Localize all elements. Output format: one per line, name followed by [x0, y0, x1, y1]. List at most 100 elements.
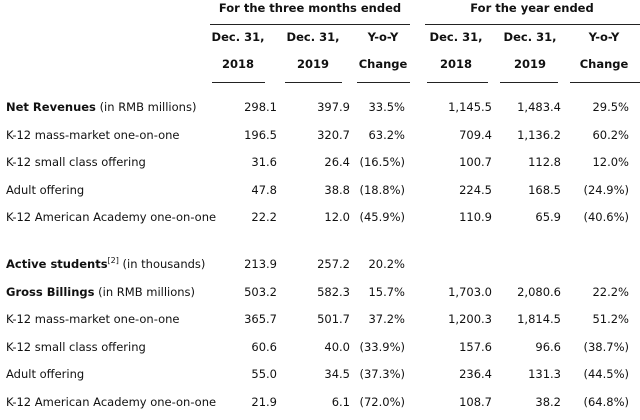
- cell-value: 224.5: [459, 182, 492, 197]
- cell-value: 26.4: [324, 155, 350, 170]
- column-header: Y-o-Y: [588, 30, 620, 44]
- column-header: Dec. 31,: [429, 30, 483, 44]
- cell-value: (16.5%): [359, 155, 405, 170]
- cell-value: 365.7: [244, 312, 277, 327]
- cell-value: 213.9: [244, 257, 277, 271]
- cell-value: 501.7: [317, 312, 350, 327]
- cell-value: 22.2: [251, 210, 277, 225]
- row-label: Gross Billings (in RMB millions): [6, 284, 195, 300]
- cell-value: 20.2%: [368, 257, 405, 271]
- cell-value: 33.5%: [368, 100, 405, 114]
- cell-value: (72.0%): [359, 395, 405, 409]
- group-header: For the three months ended: [218, 1, 402, 15]
- row-label-note: (in RMB millions): [99, 100, 197, 114]
- row-label-text: Gross Billings: [6, 284, 95, 299]
- column-rule: [500, 82, 558, 83]
- cell-value: 60.2%: [592, 127, 629, 142]
- cell-value: (37.3%): [359, 367, 405, 382]
- column-header: 2019: [513, 57, 546, 71]
- cell-value: 100.7: [459, 155, 492, 170]
- column-header: Dec. 31,: [286, 30, 340, 44]
- cell-value: (38.7%): [583, 339, 629, 354]
- row-label: K-12 mass-market one-on-one: [6, 311, 179, 327]
- row-label: Adult offering: [6, 182, 84, 198]
- cell-value: 65.9: [535, 210, 561, 225]
- cell-value: 22.2%: [592, 284, 629, 299]
- cell-value: 1,814.5: [517, 312, 561, 327]
- cell-value: 38.2: [535, 395, 561, 409]
- cell-value: 29.5%: [592, 100, 629, 114]
- row-label-text: K-12 American Academy one-on-one: [6, 210, 217, 225]
- cell-value: 709.4: [459, 127, 492, 142]
- row-label: Adult offering: [6, 366, 84, 382]
- column-header: Y-o-Y: [367, 30, 399, 44]
- cell-value: 108.7: [459, 395, 492, 409]
- cell-value: 2,080.6: [517, 284, 561, 299]
- row-label-note: (in thousands): [122, 257, 206, 271]
- cell-value: 15.7%: [368, 284, 405, 299]
- column-header: 2018: [221, 57, 254, 71]
- cell-value: 1,145.5: [448, 100, 492, 114]
- column-rule: [285, 82, 342, 83]
- cell-value: 31.6: [251, 155, 277, 170]
- row-label-text: K-12 mass-market one-on-one: [6, 312, 180, 327]
- cell-value: (18.8%): [359, 182, 405, 197]
- cell-value: 60.6: [251, 339, 277, 354]
- cell-value: (33.9%): [359, 339, 405, 354]
- row-label-text: Active students: [6, 257, 108, 271]
- cell-value: 12.0: [324, 210, 350, 225]
- cell-value: 1,703.0: [448, 284, 492, 299]
- column-header: 2019: [296, 57, 329, 71]
- row-label: K-12 small class offering: [6, 339, 146, 355]
- cell-value: 196.5: [244, 127, 277, 142]
- cell-value: 110.9: [459, 210, 492, 225]
- cell-value: 582.3: [317, 284, 350, 299]
- footnote-marker: [2]: [107, 256, 119, 265]
- row-label-text: K-12 mass-market one-on-one: [6, 127, 180, 142]
- cell-value: 40.0: [324, 339, 350, 354]
- cell-value: 6.1: [331, 395, 350, 409]
- group-header: For the year ended: [470, 1, 594, 15]
- cell-value: 157.6: [459, 339, 492, 354]
- row-label-text: Adult offering: [6, 367, 85, 382]
- column-header: 2018: [439, 57, 472, 71]
- row-label: Net Revenues (in RMB millions): [6, 99, 196, 115]
- cell-value: 320.7: [317, 127, 350, 142]
- column-rule: [570, 82, 640, 83]
- cell-value: 168.5: [528, 182, 561, 197]
- cell-value: 1,136.2: [517, 127, 561, 142]
- column-header: Dec. 31,: [503, 30, 557, 44]
- cell-value: 257.2: [317, 257, 350, 271]
- cell-value: 38.8: [324, 182, 350, 197]
- group-rule: [425, 24, 640, 25]
- cell-value: 236.4: [459, 367, 492, 382]
- cell-value: 131.3: [528, 367, 561, 382]
- row-label-text: Net Revenues: [6, 100, 96, 114]
- column-rule: [212, 82, 265, 83]
- row-label-text: K-12 American Academy one-on-one: [6, 395, 217, 409]
- cell-value: 1,483.4: [517, 100, 561, 114]
- cell-value: 96.6: [535, 339, 561, 354]
- column-rule: [427, 82, 488, 83]
- cell-value: (64.8%): [583, 395, 629, 409]
- column-rule: [357, 82, 410, 83]
- group-rule: [210, 24, 410, 25]
- cell-value: (40.6%): [583, 210, 629, 225]
- cell-value: 47.8: [251, 182, 277, 197]
- cell-value: (45.9%): [359, 210, 405, 225]
- cell-value: 397.9: [317, 100, 350, 114]
- column-header: Dec. 31,: [211, 30, 265, 44]
- cell-value: 298.1: [244, 100, 277, 114]
- row-label: Active students[2] (in thousands): [6, 256, 205, 272]
- cell-value: (44.5%): [583, 367, 629, 382]
- cell-value: 34.5: [324, 367, 350, 382]
- row-label-text: K-12 small class offering: [6, 155, 146, 170]
- cell-value: (24.9%): [583, 182, 629, 197]
- row-label-note: (in RMB millions): [98, 284, 196, 299]
- row-label-text: Adult offering: [6, 182, 85, 197]
- cell-value: 37.2%: [368, 312, 405, 327]
- row-label: K-12 mass-market one-on-one: [6, 127, 179, 143]
- cell-value: 21.9: [251, 395, 277, 409]
- row-label: K-12 small class offering: [6, 154, 146, 170]
